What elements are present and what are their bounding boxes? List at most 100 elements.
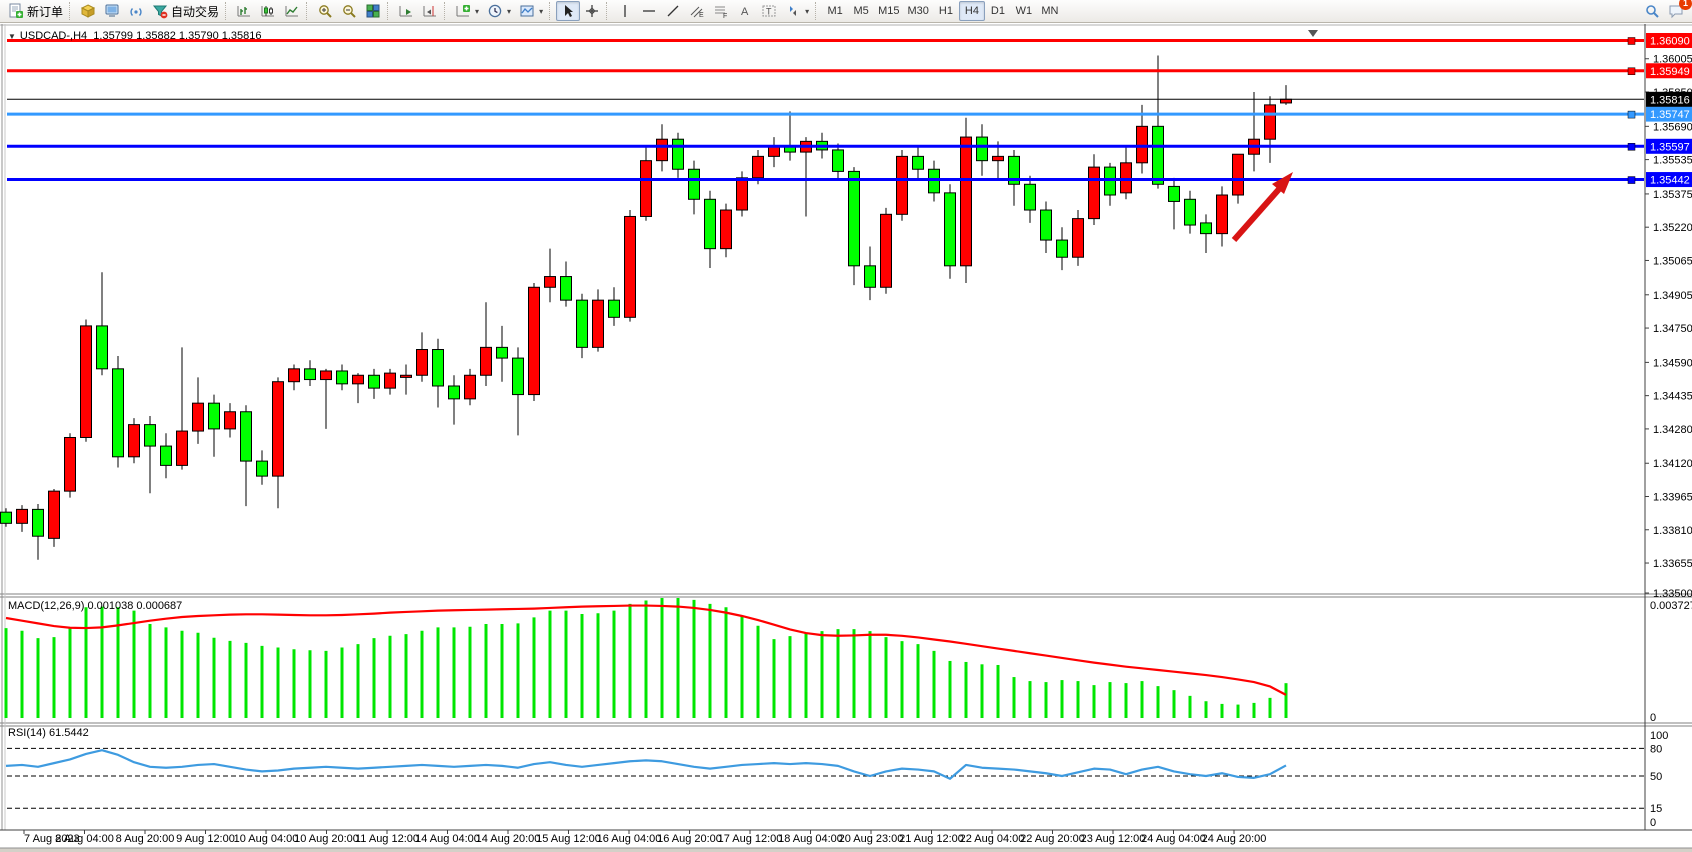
crosshair-button[interactable]	[580, 1, 604, 21]
timeframe-w1-button[interactable]: W1	[1015, 5, 1033, 17]
text-button[interactable]: A	[733, 1, 757, 21]
line-chart-icon	[284, 3, 300, 19]
chevron-down-icon[interactable]: ▾	[475, 6, 480, 16]
symbol-dropdown-icon[interactable]: ▼	[8, 32, 16, 41]
svg-text:9 Aug 12:00: 9 Aug 12:00	[176, 833, 235, 845]
candle-up	[624, 215, 636, 318]
trendline-button[interactable]	[661, 1, 685, 21]
line-chart-button[interactable]	[280, 1, 304, 21]
arrows-icon	[785, 3, 801, 19]
chart-shift-marker[interactable]	[1308, 30, 1318, 37]
candle-down	[496, 346, 508, 359]
chevron-down-icon[interactable]: ▾	[539, 6, 544, 16]
price-axis[interactable]: 1.360051.358501.356901.355351.353751.352…	[1645, 32, 1692, 600]
svg-text:15: 15	[1650, 803, 1662, 815]
toolbar-separator	[606, 2, 611, 20]
svg-text:1.35747: 1.35747	[1650, 109, 1690, 121]
svg-text:A: A	[741, 6, 749, 18]
channel-button[interactable]: E	[685, 1, 709, 21]
chevron-down-icon[interactable]: ▾	[805, 6, 810, 16]
candle-down	[336, 370, 348, 385]
autotrade-button[interactable]: 自动交易	[148, 1, 223, 21]
cursor-button[interactable]	[556, 1, 581, 21]
candle-down	[848, 170, 860, 267]
line-anchor[interactable]	[1627, 176, 1636, 184]
timeframe-h4-button[interactable]: H4	[958, 1, 985, 21]
search-button[interactable]	[1640, 1, 1664, 21]
fibonacci-button[interactable]: F	[709, 1, 733, 21]
timeframe-d1-button[interactable]: D1	[990, 5, 1005, 17]
chart-canvas[interactable]: 1.360051.358501.356901.355351.353751.352…	[0, 24, 1692, 852]
candle-down	[1168, 185, 1180, 202]
svg-text:23 Aug 12:00: 23 Aug 12:00	[1081, 833, 1146, 845]
candle-down	[704, 198, 716, 250]
candle-down	[448, 385, 460, 400]
zoom-out-button[interactable]	[337, 1, 361, 21]
new-order-button[interactable]: 新订单	[4, 1, 67, 21]
tile-windows-button[interactable]	[361, 1, 385, 21]
candle-up	[544, 276, 556, 288]
line-anchor[interactable]	[1627, 143, 1636, 151]
svg-text:1.35375: 1.35375	[1653, 189, 1692, 201]
zoom-in-icon	[317, 3, 333, 19]
arrows-button[interactable]: ▾	[781, 1, 813, 21]
candle-down	[240, 411, 252, 462]
svg-text:10 Aug 20:00: 10 Aug 20:00	[294, 833, 359, 845]
zoom-in-button[interactable]	[313, 1, 337, 21]
svg-text:8 Aug 20:00: 8 Aug 20:00	[116, 833, 175, 845]
line-anchor[interactable]	[1627, 110, 1636, 119]
indicators-button[interactable]: ▾	[451, 1, 483, 21]
timeframe-h1-button[interactable]: H1	[938, 5, 953, 17]
fibonacci-icon: F	[713, 3, 729, 20]
periods-button[interactable]: ▾	[483, 1, 515, 21]
chart-window[interactable]: ▼ USDCAD-,H4 1.35799 1.35882 1.35790 1.35…	[0, 24, 1692, 852]
candle-up	[1216, 194, 1228, 235]
candle-down	[832, 149, 844, 172]
candle-up	[1120, 162, 1132, 194]
svg-text:1.35442: 1.35442	[1650, 175, 1690, 187]
chevron-down-icon[interactable]: ▾	[507, 6, 512, 16]
signals-button[interactable]	[124, 1, 148, 21]
annotation-arrow[interactable]	[1231, 172, 1293, 242]
terminal-button[interactable]	[100, 1, 124, 21]
line-anchor[interactable]	[1627, 67, 1636, 76]
templates-button[interactable]: ▾	[515, 1, 547, 21]
cube-button[interactable]	[76, 1, 100, 21]
new-order-icon	[8, 3, 24, 19]
candle-down	[1040, 209, 1052, 241]
candle-up	[752, 155, 764, 179]
candle-chart-button[interactable]	[256, 1, 280, 21]
line-anchor[interactable]	[1627, 37, 1636, 45]
candle-down	[1056, 239, 1068, 258]
timeframe-m15-button[interactable]: M15	[878, 5, 900, 17]
trendline-icon	[665, 3, 681, 19]
button-label: 新订单	[27, 4, 64, 19]
candle-down	[1152, 125, 1164, 185]
text-label-button[interactable]: T	[757, 1, 781, 21]
svg-text:11 Aug 12:00: 11 Aug 12:00	[355, 833, 419, 845]
timeframe-mn-button[interactable]: MN	[1041, 5, 1059, 17]
chat-button[interactable]: 1	[1664, 0, 1692, 21]
auto-scroll-button[interactable]	[394, 1, 418, 21]
candle-up	[352, 374, 364, 385]
candle-down	[1024, 183, 1036, 211]
timeframe-m5-button[interactable]: M5	[853, 5, 869, 17]
notification-badge: 1	[1679, 0, 1692, 10]
candle-up	[16, 508, 28, 524]
bar-chart-button[interactable]	[232, 1, 256, 21]
horizontal-lines[interactable]	[7, 37, 1644, 184]
hline-button[interactable]	[637, 1, 661, 21]
symbol-name: USDCAD-,H4	[19, 30, 88, 42]
chart-shift-button[interactable]	[418, 1, 442, 21]
svg-text:1.34590: 1.34590	[1653, 357, 1692, 369]
candle-down	[1200, 222, 1212, 235]
candle-up	[880, 213, 892, 288]
vline-button[interactable]	[613, 1, 637, 21]
svg-text:1.34120: 1.34120	[1653, 458, 1692, 470]
timeframe-m1-button[interactable]: M1	[827, 5, 843, 17]
timeframe-m30-button[interactable]: M30	[907, 5, 929, 17]
svg-text:1.33655: 1.33655	[1653, 558, 1692, 570]
tile-windows-icon	[365, 3, 381, 19]
vline-icon	[617, 3, 633, 19]
